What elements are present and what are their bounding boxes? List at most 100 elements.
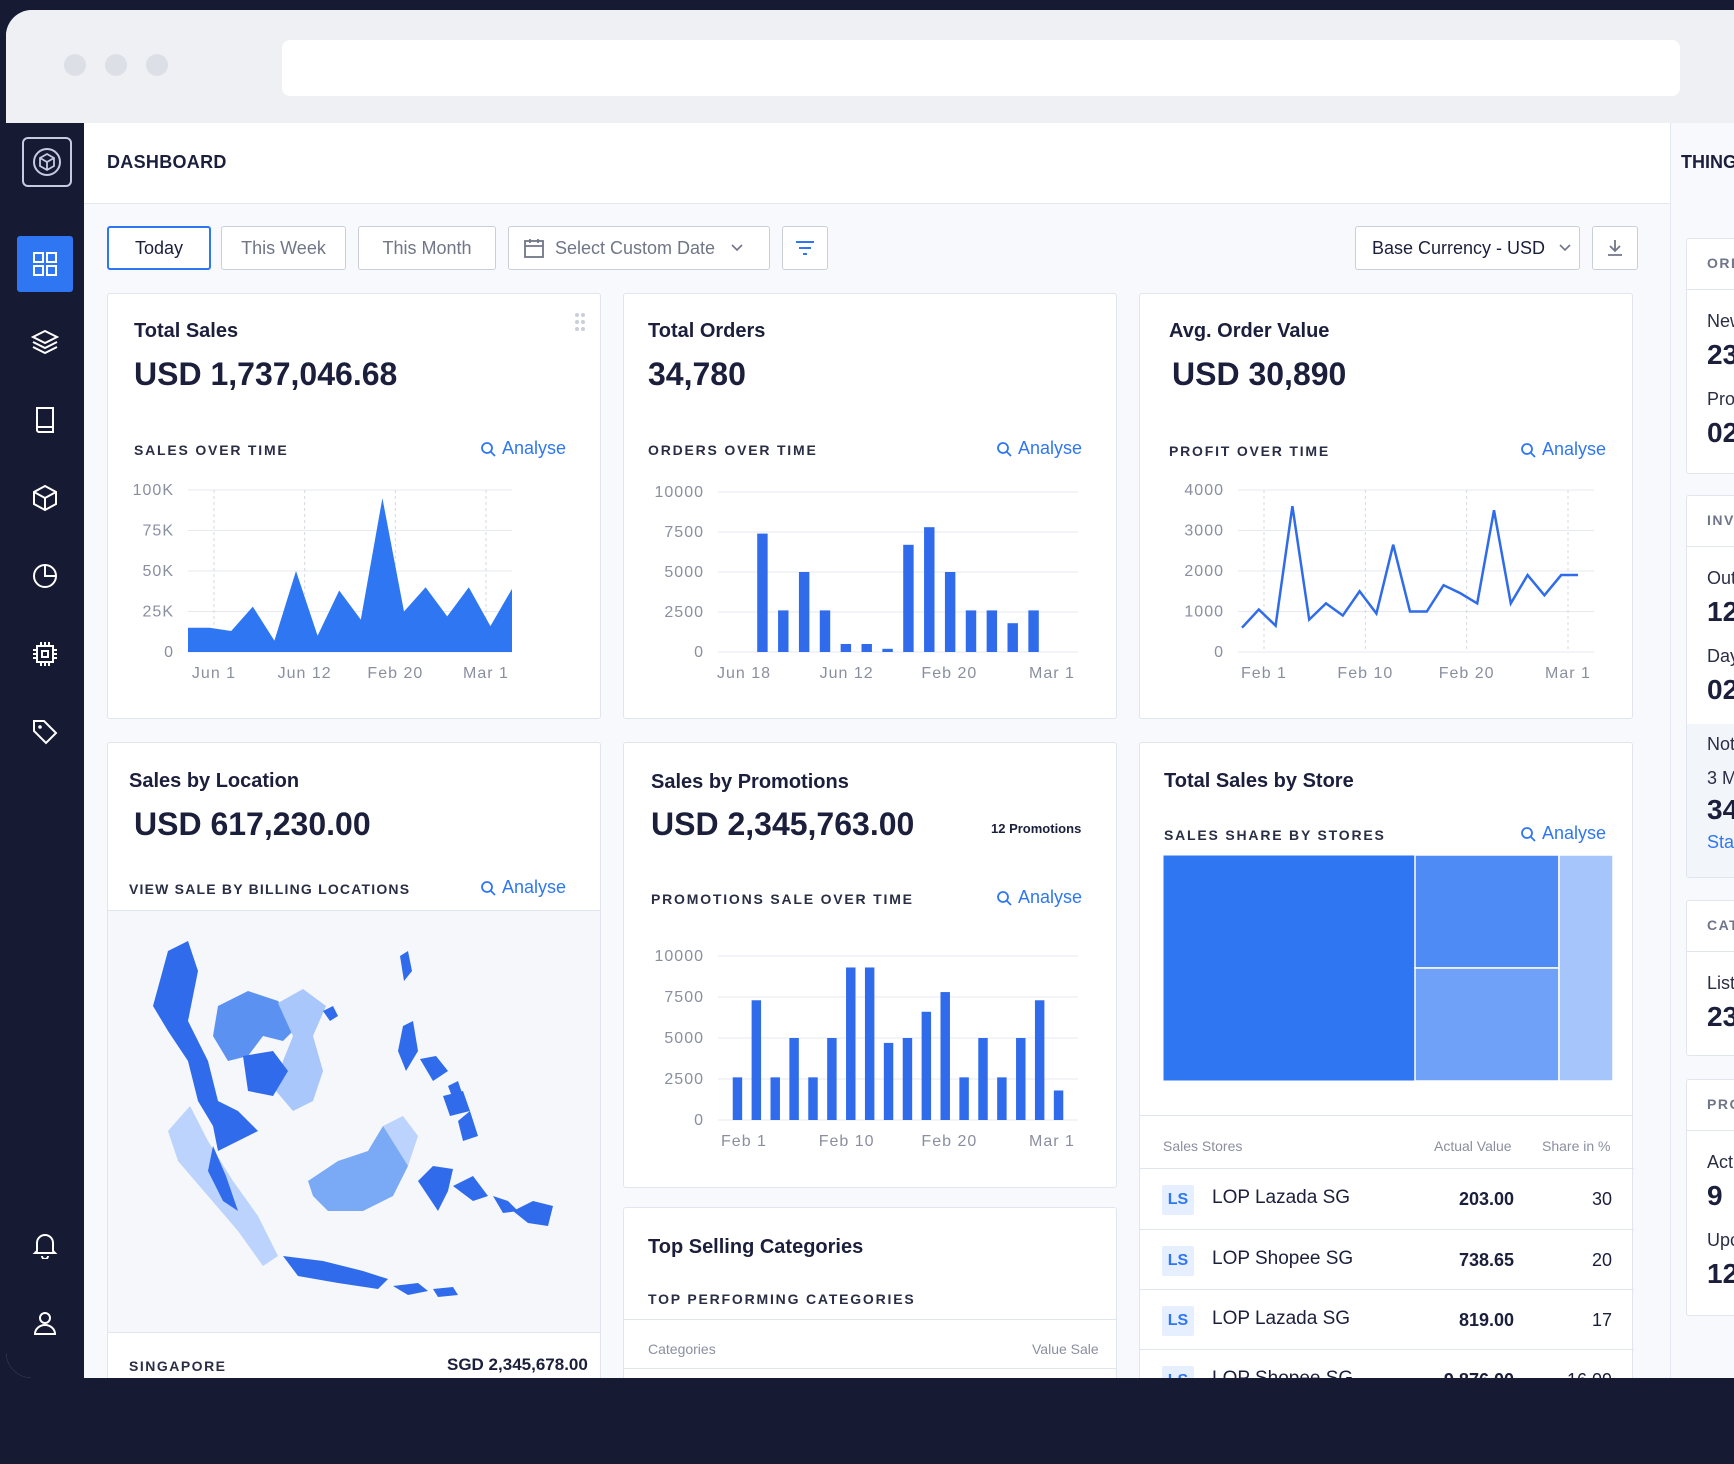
y-tick-label: 0 <box>1214 644 1224 661</box>
bar <box>902 1038 913 1120</box>
browser-window: DASHBOARD THINGS Today This Week This Mo… <box>6 10 1734 1378</box>
user-icon <box>33 1312 57 1335</box>
y-tick-label: 50K <box>143 563 174 580</box>
pro-value: 02 <box>1707 417 1734 448</box>
out-label: Out <box>1707 568 1734 588</box>
treemap-cell <box>1558 855 1613 1081</box>
bar <box>827 1038 837 1120</box>
analyse-label: Analyse <box>502 877 567 897</box>
book-icon <box>36 407 54 433</box>
logo-icon <box>33 148 61 176</box>
total-orders-title: Total Orders <box>648 320 766 342</box>
x-tick-label: Feb 20 <box>921 665 977 682</box>
analyse-link[interactable]: Analyse <box>996 438 1082 459</box>
tag-icon <box>33 720 58 745</box>
y-tick-label: 25K <box>143 604 174 621</box>
store-value: 819.00 <box>1458 1310 1514 1330</box>
analyse-link[interactable]: Analyse <box>480 438 566 459</box>
orders-summary-head: ORD <box>1687 239 1734 290</box>
nav-notifications[interactable] <box>17 1217 73 1273</box>
nav-reports[interactable] <box>17 548 73 604</box>
bar <box>840 644 852 652</box>
currency-label: Base Currency - USD <box>1372 237 1546 258</box>
pro-label: Prol <box>1707 389 1734 409</box>
months-label: 3 M <box>1707 768 1734 788</box>
bar <box>986 610 998 652</box>
analyse-link[interactable]: Analyse <box>1520 439 1606 460</box>
sidebar <box>6 123 84 1378</box>
search-icon <box>1521 442 1536 458</box>
download-icon <box>1608 240 1622 256</box>
notice-block: Not 3 M 34 Star <box>1687 724 1734 877</box>
store-badge: LS <box>1162 1306 1194 1336</box>
orders-over-time-subhead: ORDERS OVER TIME <box>648 442 818 458</box>
store-share: 17 <box>1591 1310 1612 1330</box>
day-label: Day <box>1707 646 1734 666</box>
out-value: 12 <box>1707 596 1734 627</box>
bar <box>965 610 977 652</box>
pie-chart-icon <box>33 564 57 588</box>
nav-integrations[interactable] <box>17 626 73 682</box>
window-maximize-dot[interactable] <box>146 54 168 76</box>
profit-line-chart: 4000 3000 2000 1000 0 Feb 1 Feb 10 Feb 20 Mar 1 <box>1184 482 1594 682</box>
bar <box>978 1038 988 1120</box>
table-row[interactable]: LS LOP Shopee SG 9,876.00 16.09 <box>1140 1349 1634 1378</box>
store-badge: LS <box>1162 1366 1194 1378</box>
y-tick-label: 5000 <box>664 1030 704 1047</box>
avg-order-card <box>1139 293 1633 719</box>
categories-col-header: Categories <box>648 1341 716 1357</box>
nav-dashboard[interactable] <box>17 236 73 292</box>
window-minimize-dot[interactable] <box>105 54 127 76</box>
store-badge: LS <box>1162 1185 1194 1215</box>
x-tick-label: Feb 10 <box>1337 665 1393 682</box>
window-close-dot[interactable] <box>64 54 86 76</box>
search-icon <box>481 441 496 457</box>
orders-summary-card: ORD New 23 Prol 02 <box>1686 238 1734 474</box>
x-tick-label: Jun 12 <box>278 665 332 682</box>
store-share: 16.09 <box>1567 1370 1612 1378</box>
filter-button[interactable] <box>782 226 828 270</box>
filter-today-button[interactable]: Today <box>107 226 211 270</box>
filter-month-button[interactable]: This Month <box>358 226 496 270</box>
y-tick-label: 10000 <box>655 948 705 965</box>
analyse-link[interactable]: Analyse <box>480 877 566 898</box>
not-label: Not <box>1707 734 1734 754</box>
table-row[interactable]: LS LOP Lazada SG 819.00 17 <box>1140 1289 1634 1350</box>
avg-order-title: Avg. Order Value <box>1169 320 1330 342</box>
analyse-link[interactable]: Analyse <box>996 887 1082 908</box>
x-tick-label: Jun 12 <box>820 665 874 682</box>
y-tick-label: 0 <box>164 644 174 661</box>
listings-value: 23 <box>1707 1001 1734 1032</box>
bar <box>770 1077 780 1120</box>
bell-icon <box>32 1234 58 1259</box>
store-share: 30 <box>1591 1189 1612 1209</box>
store-value: 738.65 <box>1458 1250 1514 1270</box>
nav-profile[interactable] <box>17 1295 73 1351</box>
nav-catalog[interactable] <box>17 392 73 448</box>
table-row[interactable]: LS LOP Shopee SG 738.65 20 <box>1140 1229 1634 1290</box>
start-link[interactable]: Star <box>1707 832 1734 852</box>
table-row[interactable]: LS LOP Lazada SG 203.00 30 <box>1140 1168 1634 1229</box>
url-bar[interactable] <box>282 40 1680 96</box>
app-logo[interactable] <box>22 137 72 187</box>
nav-promotions[interactable] <box>17 704 73 760</box>
stores-col-header: Sales Stores <box>1163 1138 1243 1154</box>
actual-value-col-header: Actual Value <box>1434 1138 1512 1154</box>
search-icon <box>997 441 1012 457</box>
download-button[interactable] <box>1592 226 1638 270</box>
custom-date-select[interactable]: Select Custom Date <box>508 226 770 270</box>
southeast-asia-map[interactable] <box>108 911 600 1333</box>
promotions-summary-card: PRO Acti 9 Upc 12 <box>1686 1079 1734 1316</box>
bar <box>1028 610 1039 652</box>
nav-layers[interactable] <box>17 314 73 370</box>
x-tick-label: Feb 1 <box>1241 665 1287 682</box>
drag-handle-icon[interactable] <box>574 312 586 332</box>
currency-select[interactable]: Base Currency - USD <box>1355 226 1580 270</box>
filter-week-button[interactable]: This Week <box>221 226 346 270</box>
nav-products[interactable] <box>17 470 73 526</box>
search-icon <box>481 880 496 896</box>
x-tick-label: Jun 1 <box>192 665 236 682</box>
bar <box>944 572 956 652</box>
orders-bar-chart: 10000 7500 5000 2500 0 Jun 18 Jun 12 Feb 20 Mar … <box>655 484 1078 682</box>
analyse-link[interactable]: Analyse <box>1520 823 1606 844</box>
